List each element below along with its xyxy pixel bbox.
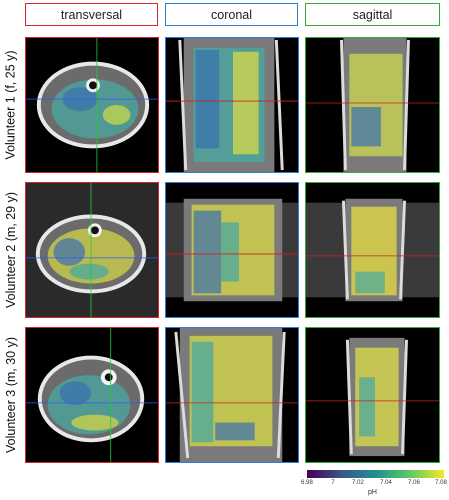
image-panel-transversal-v1 xyxy=(25,37,159,173)
column-header-coronal: coronal xyxy=(165,3,298,26)
image-panel-sagittal-v2 xyxy=(305,182,440,318)
image-panel-coronal-v1 xyxy=(165,37,299,173)
column-header-transversal: transversal xyxy=(25,3,158,26)
column-header-sagittal: sagittal xyxy=(305,3,440,26)
colorbar-label: pH xyxy=(368,489,377,496)
column-header-label: sagittal xyxy=(352,7,393,22)
colorbar-tick: 7.02 xyxy=(352,480,364,486)
colorbar-tick: 7.06 xyxy=(408,480,420,486)
ph-colorbar xyxy=(307,470,444,478)
row-label-volunteer-2: Volunteer 2 (m, 29 y) xyxy=(4,191,18,309)
colorbar-tick: 6.98 xyxy=(301,480,313,486)
colorbar-ticks: 6.98 7 7.02 7.04 7.06 7.08 xyxy=(300,480,449,490)
row-label-volunteer-1: Volunteer 1 (f, 25 y) xyxy=(4,50,18,160)
colorbar-tick: 7 xyxy=(331,480,335,486)
image-panel-sagittal-v1 xyxy=(305,37,440,173)
colorbar-tick: 7.04 xyxy=(380,480,392,486)
image-panel-coronal-v3 xyxy=(165,327,299,463)
image-panel-sagittal-v3 xyxy=(305,327,440,463)
image-panel-transversal-v3 xyxy=(25,327,159,463)
row-label-volunteer-3: Volunteer 3 (m, 30 y) xyxy=(4,336,18,454)
image-panel-coronal-v2 xyxy=(165,182,299,318)
colorbar-tick: 7.08 xyxy=(435,480,447,486)
image-panel-transversal-v2 xyxy=(25,182,159,318)
column-header-label: coronal xyxy=(211,7,252,22)
column-header-label: transversal xyxy=(60,7,123,22)
